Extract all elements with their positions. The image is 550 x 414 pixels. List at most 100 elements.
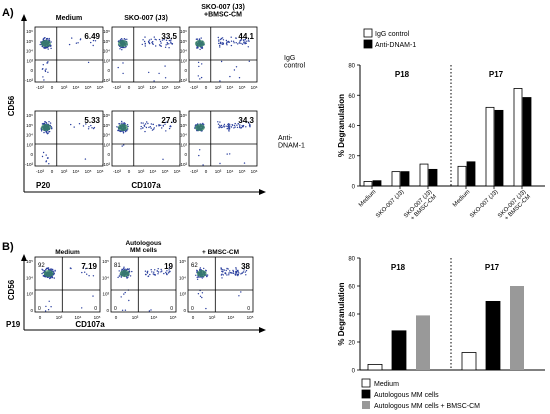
flow-dot: [202, 122, 204, 125]
flow-dot: [154, 274, 157, 276]
flow-dot: [222, 42, 225, 44]
flow-column-title: Medium: [55, 249, 80, 256]
flow-dot: [161, 127, 163, 129]
x-tick-label: 10⁶: [97, 169, 104, 174]
y-tick-label: 10³: [180, 142, 187, 147]
flow-dot: [199, 48, 201, 51]
flow-dot: [239, 124, 241, 126]
flow-dot: [163, 272, 165, 275]
flow-dot: [237, 43, 239, 45]
flow-dot: [236, 126, 239, 129]
flow-dot: [226, 274, 228, 276]
bar-1-2-0: [513, 88, 523, 187]
flow-dot: [205, 270, 207, 272]
flow-dot: [162, 125, 165, 127]
flow-dot: [206, 275, 208, 278]
flow-plot-frame: [111, 110, 181, 167]
flow-dot: [47, 267, 50, 269]
flow-dot: [152, 273, 154, 275]
flow-dot: [199, 78, 201, 80]
x-tick-label: -10³: [113, 169, 122, 174]
y-tick-label: 10⁵: [103, 123, 110, 128]
flow-dot: [240, 127, 243, 129]
flow-dot: [147, 275, 150, 277]
flow-dot: [166, 37, 168, 39]
x-tick-label: -10³: [36, 169, 45, 174]
bar-1-0-1: [466, 161, 476, 187]
bar-0-2-0: [419, 163, 429, 187]
flow-dot: [160, 268, 162, 271]
flow-dot: [124, 130, 127, 133]
flow-dot: [150, 269, 152, 271]
x-tick-label: -10³: [113, 85, 122, 90]
flow-dot: [85, 123, 87, 125]
flow-dot: [197, 75, 199, 77]
flow-dot: [153, 80, 155, 82]
flow-dot: [232, 272, 235, 274]
y-tick-label: 10⁶: [26, 113, 33, 118]
flow-dot: [225, 269, 227, 272]
flow-dot: [158, 124, 161, 127]
flow-dot: [242, 271, 245, 273]
quadrant-percentage: 34.3: [238, 116, 254, 125]
flow-dot: [79, 38, 82, 40]
flow-dot: [217, 121, 219, 123]
flow-dot: [144, 36, 146, 38]
flow-dot: [166, 42, 168, 44]
bar-0-0-1: [372, 180, 382, 187]
flow-dot: [44, 70, 47, 73]
flow-dot: [241, 43, 244, 45]
bar-1-0-0: [457, 165, 467, 187]
flow-dot: [200, 37, 202, 39]
flow-dot: [48, 37, 50, 40]
flow-dot: [77, 42, 79, 44]
flow-dot: [201, 296, 203, 299]
flow-dot: [170, 42, 172, 44]
flow-dot: [221, 43, 223, 45]
flow-dot: [161, 39, 164, 41]
flow-dot: [150, 309, 152, 311]
flow-plot-frame: [187, 256, 254, 313]
flow-dot: [221, 37, 224, 39]
flow-dot: [44, 47, 47, 49]
x-tick-label: 10³: [138, 169, 145, 174]
flow-dot: [166, 273, 168, 276]
flow-dot: [120, 276, 123, 278]
flow-dot: [164, 77, 167, 79]
flow-dot: [235, 267, 237, 269]
flow-dot: [124, 123, 126, 125]
y-tick-label: 10⁵: [180, 123, 187, 128]
x-tick-label: 10⁴: [151, 315, 158, 320]
flow-dot: [222, 274, 224, 276]
y-tick-label: 10⁵: [26, 39, 33, 44]
x-tick-label: 10⁴: [228, 315, 235, 320]
flow-dot: [121, 145, 123, 147]
flow-dot: [233, 127, 235, 129]
legend-label-1: Autologous MM cells: [374, 392, 439, 399]
flow-dot: [200, 76, 203, 79]
flow-dot: [129, 275, 132, 277]
flow-dot: [199, 267, 202, 269]
x-tick-label: 0: [39, 315, 42, 320]
bar-0-2-1: [428, 168, 438, 187]
flow-dot: [236, 273, 238, 276]
flow-dot: [82, 267, 84, 269]
flow-dot: [228, 130, 230, 132]
flow-plot-frame: [188, 110, 258, 167]
flow-dot: [157, 271, 160, 273]
flow-dot: [122, 62, 124, 64]
flow-dot: [162, 158, 164, 160]
y-axis-title: CD56: [7, 95, 16, 116]
flow-dot: [163, 38, 165, 41]
flow-dot: [142, 122, 144, 124]
bar-1-2-1: [522, 97, 532, 187]
legend-swatch-0: [361, 378, 371, 388]
x-tick-label: 10³: [61, 85, 68, 90]
y-tick-label: 0: [30, 152, 33, 157]
y-tick-label: 10⁴: [103, 49, 110, 54]
flow-dot: [248, 60, 250, 62]
panel-b-label: B): [2, 241, 14, 253]
flow-dot: [226, 41, 228, 43]
x-tick-label: 10⁴: [73, 169, 80, 174]
